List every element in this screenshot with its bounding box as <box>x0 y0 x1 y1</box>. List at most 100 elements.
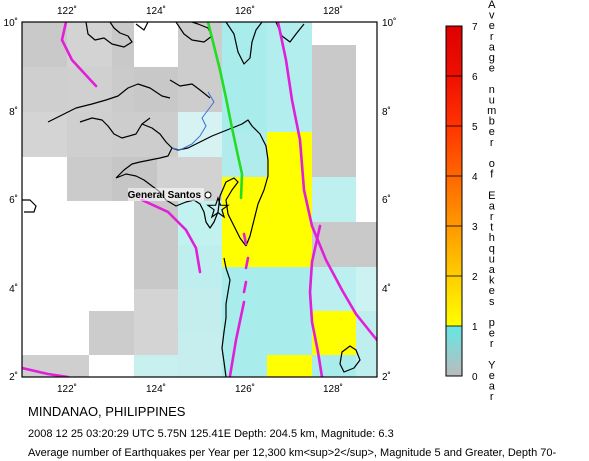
colorbar-title-letter: o <box>489 158 496 170</box>
colorbar-title-letter: r <box>490 31 494 43</box>
colorbar-tick-label: 7 <box>472 22 478 33</box>
x-tick-label: 124˚ <box>146 5 166 17</box>
grid-cell <box>267 267 312 355</box>
city-label: General Santos <box>128 190 202 201</box>
grid-cell <box>178 333 222 377</box>
grid-cell <box>112 22 134 67</box>
grid-cell <box>356 267 377 311</box>
y-tick-label: 8˚ <box>9 106 18 118</box>
epicenter-star-icon <box>206 196 230 219</box>
grid-cell <box>134 67 178 112</box>
river <box>171 91 215 151</box>
colorbar-title-letter: e <box>489 20 496 32</box>
x-tick-label: 126˚ <box>235 383 255 395</box>
colorbar-title-letter: r <box>490 391 494 403</box>
grid-cell <box>134 289 178 355</box>
grid-cell <box>67 157 112 201</box>
y-tick-label: 6˚ <box>9 194 18 206</box>
colorbar-title-letter: s <box>489 296 495 308</box>
colorbar-title-letter: t <box>490 222 494 234</box>
colorbar-tick-label: 5 <box>472 122 478 133</box>
coastline-mid-islands <box>47 79 211 139</box>
colorbar-ticks: 0 1 2 3 4 5 6 7 <box>446 22 478 383</box>
grid-cell <box>267 132 312 267</box>
fault-philippine-trench <box>276 22 377 342</box>
colorbar-title-letter: m <box>487 105 497 117</box>
colorbar-title-letter: e <box>489 126 496 138</box>
colorbar: 0 1 2 3 4 5 6 7 AveragenumberofEarthquak… <box>445 0 497 403</box>
grid-cell <box>222 132 267 177</box>
colorbar-title-letter: r <box>490 211 494 223</box>
grid-cell <box>112 67 134 112</box>
colorbar-title-letter: f <box>490 169 494 181</box>
map-frame: General Santos <box>22 22 377 377</box>
map-title: MINDANAO, PHILIPPINES <box>28 404 186 419</box>
coastline-sangihe <box>221 257 231 377</box>
coastlines <box>22 22 361 377</box>
y-tick-label: 8˚ <box>382 106 391 118</box>
colorbar-low-segment <box>446 326 462 376</box>
axis-ticks: 122˚ 124˚ 126˚ 128˚ 122˚ 124˚ 126˚ 128˚ … <box>4 5 397 395</box>
y-tick-label: 10˚ <box>382 17 396 29</box>
x-ticks-top: 122˚ 124˚ 126˚ 128˚ <box>57 5 343 17</box>
coastline-north-islands <box>85 22 263 65</box>
y-tick-label: 4˚ <box>9 283 18 295</box>
x-ticks-bottom: 122˚ 124˚ 126˚ 128˚ <box>57 383 343 395</box>
city-marker: General Santos <box>128 188 212 201</box>
map-description: Average number of Earthquakes per Year p… <box>28 447 557 459</box>
colorbar-title-letter: A <box>488 0 496 11</box>
grid-cell <box>267 355 312 377</box>
grid-cell <box>222 177 267 267</box>
fault-sangihe <box>228 232 250 377</box>
colorbar-tick-label: 0 <box>472 372 478 383</box>
colorbar-tick-label: 6 <box>472 72 478 83</box>
colorbar-title-letter: k <box>489 275 495 287</box>
grid-cell <box>22 112 67 157</box>
y-tick-label: 10˚ <box>4 17 18 29</box>
grid-cell <box>312 22 356 45</box>
coastline-west-islet <box>22 199 37 213</box>
colorbar-title-letter: e <box>489 370 496 382</box>
colorbar-tick-label: 4 <box>472 172 478 183</box>
philippine-fault <box>206 22 244 200</box>
x-tick-label: 128˚ <box>323 5 343 17</box>
colorbar-title-letter: u <box>489 94 496 106</box>
colorbar-title-letter: u <box>489 253 496 265</box>
grid-cell <box>112 112 178 157</box>
colorbar-title-letter: a <box>489 200 496 212</box>
colorbar-title-letter: Y <box>488 359 496 371</box>
colorbar-title-letter: r <box>490 338 494 350</box>
grid-cell <box>22 355 89 377</box>
x-tick-label: 122˚ <box>57 5 77 17</box>
y-ticks-left: 2˚ 4˚ 6˚ 8˚ 10˚ <box>4 17 18 383</box>
colorbar-title-letter: a <box>489 381 496 393</box>
fault-lines <box>22 22 377 377</box>
x-tick-label: 122˚ <box>57 383 77 395</box>
colorbar-title-letter: b <box>489 116 496 128</box>
fault-molucca <box>308 224 324 377</box>
colorbar-title-letter: g <box>489 52 496 64</box>
grid-cell <box>22 67 67 112</box>
coastline-mindanao <box>115 119 269 247</box>
colorbar-title-letter: h <box>489 232 496 244</box>
map-border <box>21 21 378 378</box>
y-tick-label: 6˚ <box>382 194 391 206</box>
grid-cell <box>22 22 67 67</box>
grid-cell <box>356 222 377 267</box>
x-tick-label: 124˚ <box>146 383 166 395</box>
y-tick-label: 2˚ <box>382 371 391 383</box>
colorbar-tick-label: 2 <box>472 272 478 283</box>
fault-cotabato <box>140 198 202 274</box>
colorbar-title-letter: n <box>489 84 496 96</box>
colorbar-title-letter: e <box>489 285 496 297</box>
grid-cell <box>178 289 222 333</box>
grid-cell <box>178 22 222 112</box>
city-dot-icon <box>204 191 212 199</box>
colorbar-tick-label: 3 <box>472 222 478 233</box>
grid-cell <box>134 355 178 377</box>
event-details: 2008 12 25 03:20:29 UTC 5.75N 125.41E De… <box>28 428 394 440</box>
grid-cell <box>67 67 112 112</box>
colorbar-title-letter: E <box>488 190 496 202</box>
